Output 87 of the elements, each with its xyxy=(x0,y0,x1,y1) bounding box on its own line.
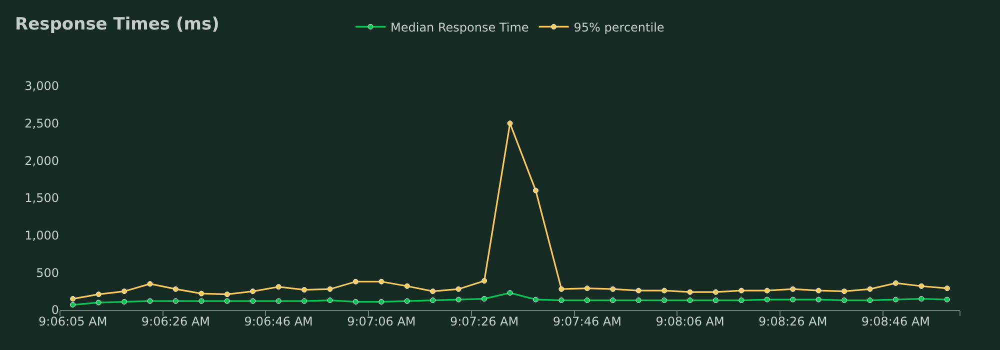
point xyxy=(712,289,718,295)
point xyxy=(430,288,436,294)
point xyxy=(687,289,693,295)
legend-label: Median Response Time xyxy=(390,20,529,34)
point xyxy=(790,286,796,292)
point xyxy=(482,278,488,284)
point xyxy=(378,278,384,284)
y-tick-label: 1,000 xyxy=(24,228,59,243)
point xyxy=(738,298,744,304)
point xyxy=(276,284,282,290)
x-tick-label: 9:08:26 AM xyxy=(758,314,828,328)
point xyxy=(352,299,358,305)
y-tick-label: 3,000 xyxy=(24,79,59,94)
point xyxy=(662,298,668,304)
point xyxy=(456,296,462,302)
point xyxy=(122,299,128,305)
point xyxy=(944,286,950,292)
legend-label: 95% percentile xyxy=(574,20,664,34)
point xyxy=(892,296,898,302)
point xyxy=(404,283,410,289)
point xyxy=(584,298,590,304)
point xyxy=(507,120,513,126)
point xyxy=(482,296,488,302)
y-tick-label: 1,500 xyxy=(24,191,59,206)
point xyxy=(764,288,770,294)
x-tick-label: 9:08:46 AM xyxy=(861,314,930,328)
point xyxy=(532,188,538,194)
point xyxy=(404,298,410,304)
point xyxy=(430,298,436,304)
point xyxy=(378,299,384,305)
point xyxy=(250,298,256,304)
point xyxy=(636,288,642,294)
point xyxy=(918,283,924,289)
point xyxy=(842,298,848,304)
x-tick-label: 9:06:46 AM xyxy=(244,314,313,328)
point xyxy=(944,296,950,302)
point xyxy=(70,296,76,302)
point xyxy=(147,281,153,287)
point xyxy=(610,286,616,292)
point xyxy=(352,278,358,284)
point xyxy=(327,286,333,292)
point xyxy=(842,288,848,294)
point xyxy=(790,296,796,302)
point xyxy=(584,286,590,292)
chart-title: Response Times (ms) xyxy=(15,14,220,34)
point xyxy=(250,288,256,294)
point xyxy=(532,296,538,302)
x-tick-label: 9:06:26 AM xyxy=(141,314,210,328)
point xyxy=(302,298,308,304)
point xyxy=(764,296,770,302)
point xyxy=(610,298,616,304)
y-tick-label: 2,000 xyxy=(24,154,59,168)
point xyxy=(738,288,744,294)
point xyxy=(276,298,282,304)
point xyxy=(636,298,642,304)
point xyxy=(456,286,462,292)
x-tick-label: 9:07:46 AM xyxy=(552,314,622,328)
point xyxy=(918,296,924,302)
point xyxy=(892,280,898,286)
y-tick-label: 2,500 xyxy=(24,116,59,131)
point xyxy=(224,292,230,298)
point xyxy=(96,300,102,306)
point xyxy=(224,298,230,304)
point xyxy=(687,298,693,304)
point xyxy=(558,286,564,292)
point xyxy=(122,288,128,294)
point xyxy=(867,298,873,304)
x-tick-label: 9:08:06 AM xyxy=(656,314,724,328)
point xyxy=(147,298,153,304)
point xyxy=(302,287,308,293)
point xyxy=(816,296,822,302)
point xyxy=(198,290,204,296)
point xyxy=(198,298,204,304)
point xyxy=(816,288,822,294)
point xyxy=(712,298,718,304)
y-tick-label: 500 xyxy=(36,266,59,280)
point xyxy=(867,286,873,292)
point xyxy=(662,288,668,294)
x-tick-label: 9:07:26 AM xyxy=(450,314,519,328)
point xyxy=(507,290,513,296)
point xyxy=(558,298,564,304)
point xyxy=(70,302,76,308)
point xyxy=(96,292,102,298)
point xyxy=(172,286,178,292)
point xyxy=(327,298,333,304)
point xyxy=(172,298,178,304)
x-tick-label: 9:07:06 AM xyxy=(347,314,416,328)
